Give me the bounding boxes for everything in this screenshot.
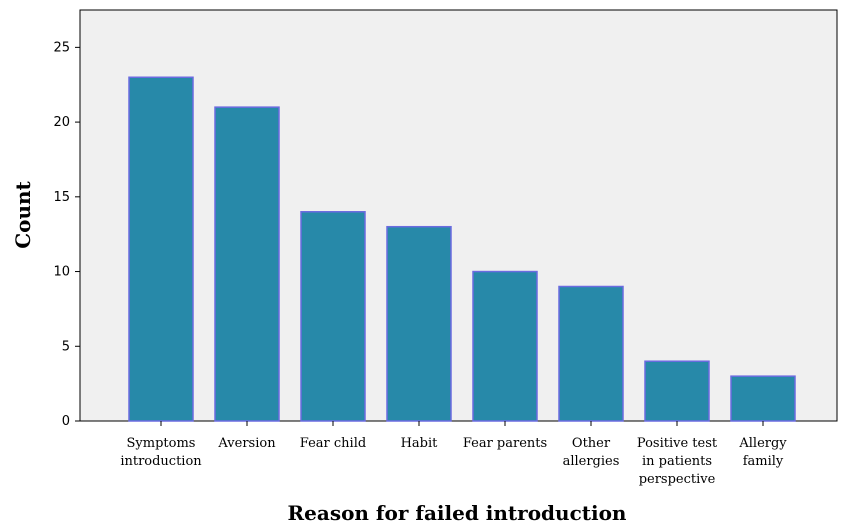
x-category-label: introduction: [120, 454, 202, 469]
y-tick-label: 25: [53, 40, 70, 55]
y-axis: 0 5 10 15 20 25: [53, 40, 80, 429]
bar: [214, 106, 280, 422]
bar: [730, 375, 796, 422]
x-category-label: Habit: [401, 436, 439, 451]
x-category-label: Positive test: [637, 436, 718, 451]
y-axis-title: Count: [11, 180, 35, 248]
y-tick-label: 15: [53, 190, 70, 205]
x-category-label: Aversion: [217, 436, 276, 451]
bar: [128, 76, 194, 422]
bar: [472, 270, 538, 422]
x-category-label: Other: [572, 436, 611, 451]
bar: [300, 211, 366, 422]
x-category-label: perspective: [639, 472, 716, 487]
bars-group: [128, 76, 796, 422]
y-tick-label: 10: [53, 265, 70, 280]
y-tick-label: 0: [62, 414, 70, 429]
x-category-label: allergies: [563, 454, 620, 469]
x-category-label: family: [743, 454, 784, 469]
x-axis-category-labels: Symptoms introduction Aversion Fear child Ha…: [120, 421, 787, 487]
x-axis-title: Reason for failed introduction: [288, 501, 627, 525]
x-category-label: Symptoms: [127, 436, 196, 451]
bar: [386, 225, 452, 422]
bar: [558, 285, 624, 422]
y-tick-label: 20: [53, 115, 70, 130]
plot-area: [79, 9, 838, 422]
y-tick-label: 5: [62, 339, 70, 354]
x-category-label: Allergy: [738, 436, 787, 451]
x-category-label: in patients: [642, 454, 712, 469]
x-category-label: Fear parents: [463, 436, 547, 451]
x-category-label: Fear child: [300, 436, 366, 451]
bar: [644, 360, 710, 422]
